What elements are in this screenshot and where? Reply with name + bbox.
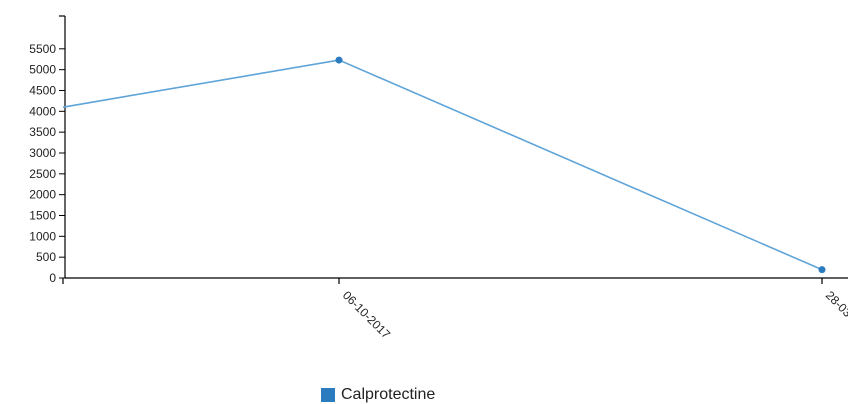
data-point[interactable] <box>818 266 826 274</box>
y-tick-label: 500 <box>36 250 56 264</box>
y-tick-label: 1000 <box>29 229 56 243</box>
series-line <box>62 59 823 271</box>
y-tick-label: 2000 <box>29 188 56 202</box>
y-tick-label: 1500 <box>29 208 56 222</box>
y-tick-label: 4500 <box>29 83 56 97</box>
legend: Calprotectine <box>321 386 435 404</box>
data-point[interactable] <box>335 56 343 64</box>
x-axis: 06-10-2017 28-03 <box>62 277 848 342</box>
y-tick-label: 5500 <box>29 42 56 56</box>
legend-swatch <box>321 388 335 402</box>
x-tick-label: 06-10-2017 <box>340 288 394 342</box>
y-tick-label: 2500 <box>29 167 56 181</box>
y-axis: 0 500 1000 1500 2000 2500 3000 3500 4000 4500 5000… <box>29 15 66 285</box>
y-tick-label: 3000 <box>29 146 56 160</box>
y-tick-label: 3500 <box>29 125 56 139</box>
series-calprotectine <box>62 56 826 274</box>
legend-label: Calprotectine <box>341 386 436 403</box>
y-tick-label: 4000 <box>29 104 56 118</box>
y-tick-label: 0 <box>49 271 56 285</box>
x-tick-label: 28-03 <box>823 288 848 320</box>
y-tick-label: 5000 <box>29 63 56 77</box>
